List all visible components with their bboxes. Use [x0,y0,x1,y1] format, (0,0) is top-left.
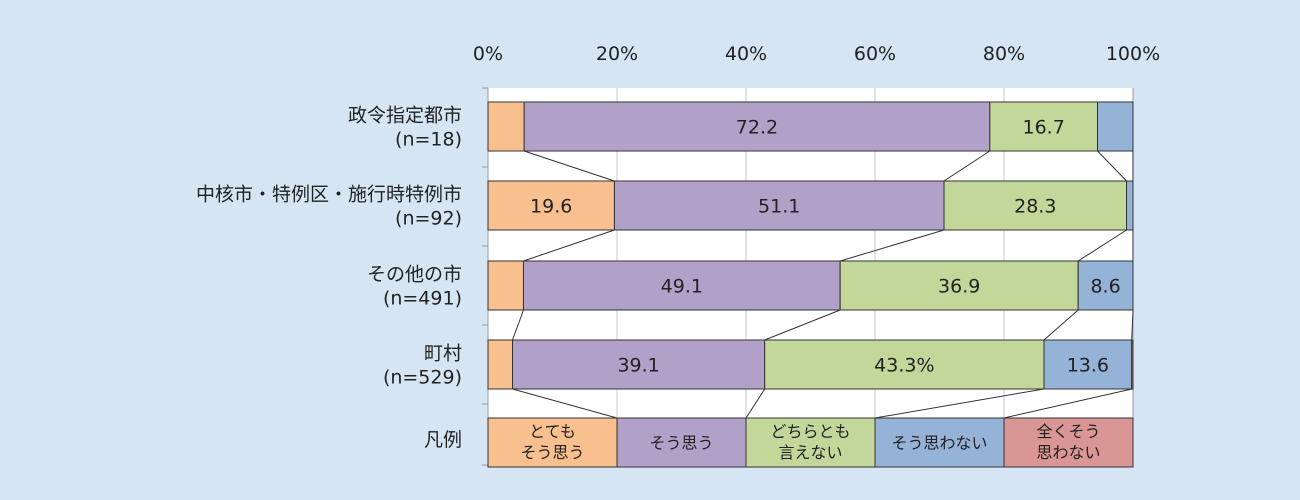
category-label: 町村 [424,343,462,365]
data-label: 72.2 [736,117,778,139]
data-label: 28.3 [1014,196,1056,218]
connector-line [943,150,991,182]
legend-label: 思わない [1036,443,1100,462]
connector-line [1131,309,1134,341]
category-label: その他の市 [367,264,462,286]
category-label: 中核市・特例区・施行時特例市 [196,184,462,206]
bar-segment [512,339,766,390]
connector-line [1077,229,1127,262]
legend-swatch [745,417,876,468]
category-n-label: (n=491) [383,288,462,310]
data-label: 51.1 [758,196,800,218]
bar-segment [764,339,1045,390]
connector-line [512,388,618,419]
y-axis-labels: 政令指定都市(n=18)中核市・特例区・施行時特例市(n=92)その他の市(n=… [196,105,462,452]
bar-segment [487,101,525,152]
legend-label: そう思わない [891,434,987,453]
data-label: 19.6 [530,196,572,218]
legend-label: 言えない [778,443,842,462]
data-label: 49.1 [661,276,703,298]
bar-segment [1131,339,1134,390]
legend-title: 凡例 [424,429,462,451]
x-tick-label: 80% [983,43,1025,65]
data-label: 13.6 [1067,355,1109,377]
bar-segment [487,180,615,231]
connector-line [745,388,766,419]
category-label: 政令指定都市 [348,105,462,127]
connector-line [1003,388,1132,419]
bar-segment [487,339,514,390]
bar-segment [487,260,524,311]
bar-segment [839,260,1079,311]
connector-line [840,229,945,262]
x-tick-label: 40% [725,43,767,65]
category-n-label: (n=92) [395,208,462,230]
data-label: 39.1 [617,355,659,377]
connector-line [512,309,524,341]
data-label: 8.6 [1090,276,1120,298]
category-n-label: (n=529) [383,367,462,389]
data-label: 43.3% [874,355,934,377]
category-n-label: (n=18) [395,129,462,151]
bar-segment [1097,101,1134,152]
bar-segments: 72.2 16.7 19.6 51.1 28.3 49.1 36.9 8.6 39.1 43.3%… [487,101,1134,390]
connector-line [764,309,841,341]
x-tick-label: 100% [1106,43,1160,65]
x-tick-label: 60% [854,43,896,65]
legend-swatch [1003,417,1134,468]
legend-swatch [616,417,747,468]
connector-line [1043,309,1079,341]
x-axis-ticks: 0% 20% 40% 60% 80% 100% [473,43,1160,65]
bar-segment [522,260,841,311]
connector-line [523,229,615,262]
bar-segment [943,180,1128,231]
x-tick-label: 20% [596,43,638,65]
bar-segment [1077,260,1134,311]
data-label: 16.7 [1023,117,1065,139]
legend-label: とても [529,422,576,441]
legend-swatch [487,417,618,468]
connector-line [1097,150,1127,182]
bar-segment [613,180,945,231]
connector-line [523,150,615,182]
series-connector-lines [512,150,1134,419]
data-label: 36.9 [938,276,980,298]
connector-line [874,388,1045,419]
x-tick-label: 0% [473,43,503,65]
legend-label: そう思う [520,443,584,462]
legend-label: どちらとも [770,422,850,441]
bar-segment [1126,180,1134,231]
legend-swatch [874,417,1005,468]
legend-label: 全くそう [1036,422,1100,441]
legend-label: そう思う [649,434,713,453]
